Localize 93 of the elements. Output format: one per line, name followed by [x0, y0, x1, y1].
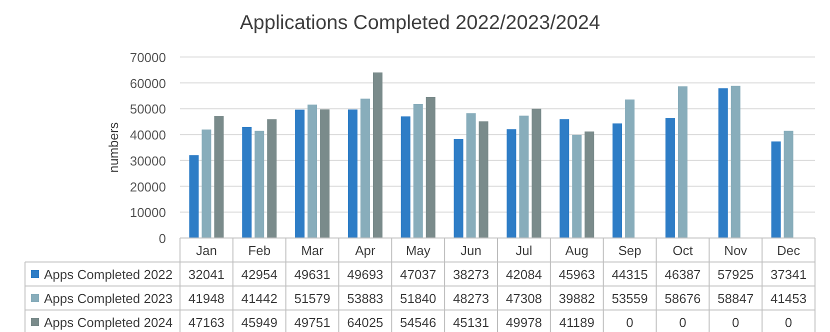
data-label: 57925 — [718, 267, 754, 282]
bar — [254, 130, 264, 238]
data-label: 45131 — [452, 315, 490, 330]
data-label: 64025 — [347, 315, 384, 330]
bar — [267, 119, 277, 238]
y-axis-title: numbers — [106, 122, 121, 173]
x-tick-label: Aug — [565, 243, 588, 258]
data-label: 54546 — [400, 315, 436, 330]
data-label: 49631 — [294, 267, 330, 282]
data-label: 53883 — [347, 291, 384, 306]
y-tick-label: 30000 — [130, 153, 166, 168]
data-label: 48273 — [452, 291, 490, 306]
y-tick-label: 40000 — [130, 128, 166, 143]
x-tick-label: Jun — [460, 243, 482, 258]
x-tick-label: Apr — [355, 243, 376, 258]
legend-label: Apps Completed 2023 — [44, 291, 173, 306]
data-label: 45963 — [558, 267, 595, 282]
data-label: 49751 — [294, 315, 330, 330]
bar — [718, 88, 728, 238]
bar — [478, 121, 488, 238]
bar — [189, 155, 199, 238]
data-label: 47308 — [506, 291, 542, 306]
bar — [454, 139, 464, 238]
bar — [214, 116, 224, 238]
bar — [625, 100, 635, 238]
bar — [519, 116, 529, 238]
y-tick-label: 60000 — [130, 76, 166, 91]
data-label: 0 — [626, 315, 634, 330]
data-label: 53559 — [612, 291, 648, 306]
x-tick-label: Sep — [618, 243, 642, 258]
bar — [242, 126, 252, 238]
data-label: 0 — [784, 315, 792, 330]
bar — [360, 98, 370, 238]
bar — [506, 129, 516, 238]
bar — [400, 116, 410, 238]
bar — [532, 108, 542, 238]
bar — [348, 110, 358, 238]
data-label: 38273 — [452, 267, 490, 282]
bar — [466, 113, 476, 238]
x-tick-label: Jan — [196, 243, 217, 258]
data-label: 46387 — [664, 267, 701, 282]
data-label: 42954 — [241, 267, 278, 282]
y-tick-label: 0 — [158, 231, 166, 246]
y-tick-label: 50000 — [130, 102, 166, 117]
legend-label: Apps Completed 2024 — [44, 315, 173, 330]
bar — [295, 110, 305, 238]
x-tick-label: Nov — [724, 243, 748, 258]
bar — [678, 86, 688, 238]
bar — [784, 130, 794, 238]
data-label: 44315 — [612, 267, 648, 282]
x-tick-label: Oct — [672, 243, 694, 258]
x-tick-label: Jul — [516, 243, 532, 258]
bar — [202, 130, 212, 238]
bar — [665, 118, 675, 238]
bar — [320, 109, 330, 238]
bar — [771, 141, 781, 238]
data-label: 32041 — [188, 267, 225, 282]
x-tick-label: Dec — [776, 243, 801, 258]
data-label: 47037 — [400, 267, 436, 282]
data-label: 45949 — [241, 315, 278, 330]
data-label: 0 — [679, 315, 686, 330]
y-tick-label: 10000 — [130, 205, 166, 220]
bar — [572, 134, 582, 238]
data-label: 37341 — [770, 267, 807, 282]
data-label: 49978 — [506, 315, 542, 330]
data-label: 39882 — [558, 291, 595, 306]
bar — [560, 119, 570, 238]
bar — [426, 96, 436, 238]
bar — [730, 86, 740, 238]
bar — [413, 104, 423, 238]
legend-label: Apps Completed 2022 — [44, 267, 173, 282]
x-tick-label: Feb — [248, 243, 271, 258]
x-tick-label: Mar — [301, 243, 324, 258]
bar — [612, 123, 622, 238]
data-label: 41442 — [241, 291, 278, 306]
data-label: 58676 — [664, 291, 701, 306]
bar — [372, 72, 382, 238]
bar — [308, 104, 318, 238]
data-label: 41948 — [188, 291, 225, 306]
y-tick-label: 70000 — [130, 50, 166, 65]
data-label: 51579 — [294, 291, 330, 306]
data-label: 49693 — [347, 267, 384, 282]
y-tick-label: 20000 — [130, 179, 166, 194]
data-label: 0 — [732, 315, 740, 330]
data-label: 41453 — [770, 291, 807, 306]
x-tick-label: May — [406, 243, 431, 258]
data-label: 47163 — [188, 315, 225, 330]
data-label: 51840 — [400, 291, 436, 306]
data-label: 42084 — [506, 267, 542, 282]
data-label: 41189 — [559, 315, 594, 330]
chart-title: Applications Completed 2022/2023/2024 — [240, 12, 600, 34]
data-label: 58847 — [718, 291, 754, 306]
bar — [584, 131, 594, 238]
